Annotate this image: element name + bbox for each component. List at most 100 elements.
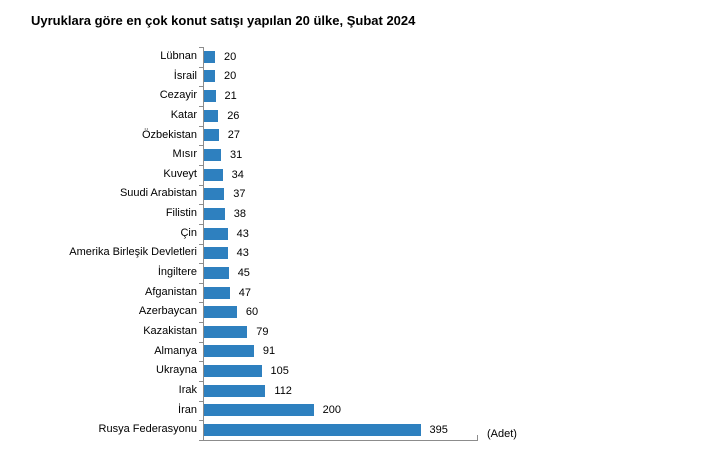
bar-row: Cezayir 21 — [160, 86, 478, 106]
bar-row: Çin 43 — [180, 224, 478, 244]
bar-row: İsrail 20 — [174, 67, 478, 87]
category-label: İngiltere — [157, 266, 197, 279]
axis-tick — [199, 322, 204, 324]
value-label: 43 — [236, 247, 249, 260]
bar — [204, 325, 248, 338]
value-label: 20 — [224, 50, 237, 63]
bar-row: Lübnan 20 — [160, 47, 478, 67]
plot-area: Lübnan 20 İsrail 20 Cezayir 21 Katar 26 Özbekist… — [69, 47, 478, 441]
bar — [204, 423, 421, 436]
axis-tick — [199, 184, 204, 186]
bar-row: Suudi Arabistan 37 — [120, 184, 478, 204]
category-label: Mısır — [172, 148, 197, 161]
value-label: 45 — [237, 266, 250, 279]
bar — [204, 50, 215, 63]
bar-row: Irak 112 — [179, 381, 478, 401]
category-label: Lübnan — [160, 49, 197, 62]
bar — [204, 365, 262, 378]
axis-tick — [199, 105, 204, 107]
category-label: Irak — [178, 383, 197, 396]
bar — [204, 247, 228, 260]
category-label: Kuveyt — [163, 167, 197, 180]
bar-row: Rusya Federasyonu 395 — [99, 420, 478, 440]
axis-tick — [199, 243, 204, 245]
axis-tick — [199, 381, 204, 383]
axis-tick — [199, 86, 204, 88]
value-label: 105 — [270, 365, 289, 378]
axis-tick — [199, 302, 204, 304]
value-label: 21 — [224, 90, 237, 103]
axis-unit-label: (Adet) — [487, 428, 517, 440]
bar — [204, 286, 230, 299]
category-label: Afganistan — [145, 285, 197, 298]
bar-row: Katar 26 — [171, 106, 478, 126]
category-label: Rusya Federasyonu — [98, 423, 197, 436]
value-label: 43 — [236, 227, 249, 240]
axis-tick — [199, 47, 204, 48]
axis-tick — [199, 263, 204, 265]
value-label: 27 — [227, 129, 241, 142]
bar — [204, 149, 221, 162]
axis-tick — [199, 164, 204, 166]
value-label: 47 — [238, 286, 252, 299]
value-label: 31 — [230, 149, 243, 162]
bar — [204, 168, 223, 181]
axis-tick — [199, 125, 204, 127]
axis-tick — [199, 282, 204, 284]
bar — [204, 129, 219, 142]
category-label: İran — [178, 403, 197, 416]
bar-row: Filistin 38 — [166, 204, 478, 224]
category-label: Cezayir — [159, 89, 197, 102]
bar-row: Afganistan 47 — [145, 283, 478, 303]
bar-row: Ukrayna 105 — [156, 361, 478, 381]
bar — [204, 227, 228, 240]
value-label: 91 — [262, 345, 276, 358]
value-label: 112 — [274, 384, 292, 397]
bar-row: Mısır 31 — [173, 145, 478, 165]
value-label: 60 — [245, 306, 259, 319]
bar-row: İran 200 — [178, 401, 478, 421]
value-label: 200 — [322, 404, 341, 417]
axis-tick — [199, 400, 204, 402]
bar — [204, 345, 254, 358]
category-label: Azerbaycan — [138, 305, 197, 318]
bar — [204, 384, 266, 397]
bar — [204, 207, 225, 220]
bar-row: Kuveyt 34 — [163, 165, 478, 185]
bar — [204, 404, 314, 417]
axis-tick — [199, 341, 204, 343]
bar — [204, 70, 215, 83]
bar — [204, 266, 229, 279]
bar — [204, 90, 216, 103]
bar — [204, 109, 219, 122]
chart-title: Uyruklara göre en çok konut satışı yapıl… — [31, 13, 416, 28]
axis-tick — [199, 204, 204, 206]
value-label: 37 — [233, 188, 246, 201]
value-label: 20 — [224, 70, 237, 83]
category-label: İsrail — [173, 69, 197, 82]
value-label: 38 — [233, 207, 247, 220]
value-label: 34 — [231, 168, 244, 181]
category-label: Ukrayna — [156, 364, 197, 377]
bar — [204, 306, 237, 319]
category-label: Suudi Arabistan — [119, 187, 197, 200]
axis-tick — [199, 361, 204, 363]
axis-tick — [199, 145, 204, 147]
category-label: Amerika Birleşik Devletleri — [69, 246, 197, 259]
category-label: Çin — [180, 226, 197, 239]
axis-tick — [199, 223, 204, 225]
bar-row: Amerika Birleşik Devletleri 43 — [69, 243, 478, 263]
bar-row: Almanya 91 — [154, 342, 478, 362]
bar-row: Kazakistan 79 — [143, 322, 478, 342]
bar-row: Özbekistan 27 — [142, 126, 478, 146]
bar-row: Azerbaycan 60 — [139, 302, 478, 322]
axis-tick — [199, 420, 204, 422]
category-label: Filistin — [165, 207, 197, 220]
category-label: Özbekistan — [141, 128, 197, 141]
bar-row: İngiltere 45 — [158, 263, 478, 283]
axis-tick — [199, 440, 204, 441]
category-label: Kazakistan — [143, 324, 197, 337]
bar — [204, 188, 225, 201]
value-label: 395 — [429, 423, 448, 436]
